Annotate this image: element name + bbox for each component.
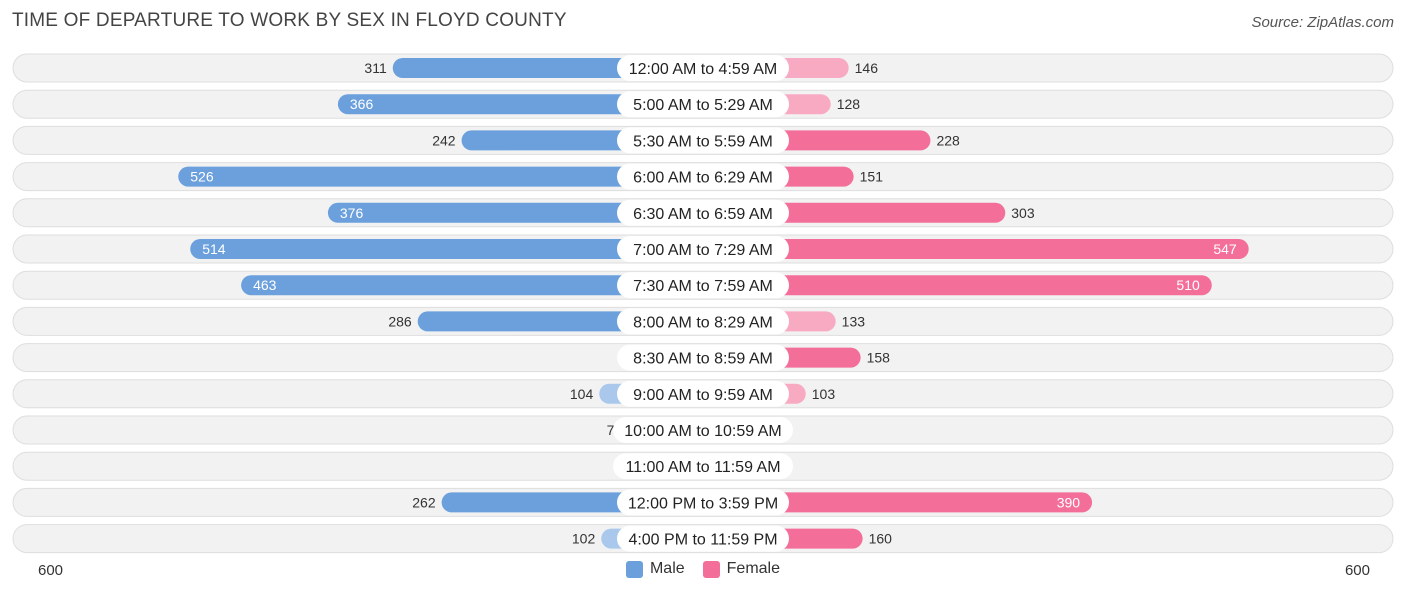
male-bar	[241, 275, 713, 296]
category-label-background	[613, 417, 793, 443]
category-label-background	[617, 308, 789, 335]
chart-title: TIME OF DEPARTURE TO WORK BY SEX IN FLOY…	[12, 10, 567, 31]
chart-row: 311 146 12:00 AM to 4:59 AM	[12, 53, 1394, 83]
legend-item-female[interactable]: Female	[702, 560, 781, 578]
source-label: Source: ZipAtlas.com	[1251, 14, 1394, 31]
category-label-background	[617, 380, 789, 407]
legend-label-female: Female	[726, 560, 781, 577]
female-value-label: 303	[1011, 205, 1035, 221]
category-label: 9:00 AM to 9:59 AM	[633, 387, 773, 404]
female-value-label: 228	[936, 132, 960, 148]
legend-label-male: Male	[649, 560, 685, 577]
category-label: 12:00 PM to 3:59 PM	[628, 495, 778, 512]
female-value-label: 133	[842, 313, 866, 329]
female-value-label: 146	[855, 60, 879, 76]
category-label: 4:00 PM to 11:59 PM	[628, 532, 777, 549]
category-label: 12:00 AM to 4:59 AM	[629, 61, 778, 78]
male-value-label: 526	[190, 169, 214, 185]
female-value-label: 128	[837, 96, 861, 112]
category-label-background	[617, 236, 789, 262]
male-value-label: 242	[432, 132, 456, 148]
male-value-label: 514	[202, 241, 226, 257]
category-label-background	[617, 525, 789, 552]
category-label-background	[617, 91, 789, 118]
category-label-background	[617, 55, 789, 81]
chart-row: 281588:30 AM to 8:59 AM	[12, 343, 1394, 373]
chart-row: 242 228 5:30 AM to 5:59 AM	[12, 125, 1394, 155]
category-label-background	[613, 453, 793, 480]
category-label: 11:00 AM to 11:59 AM	[625, 459, 780, 476]
male-value-label: 104	[570, 386, 594, 402]
male-value-label: 286	[388, 313, 412, 329]
female-value-label: 510	[1176, 277, 1200, 293]
category-label: 8:00 AM to 8:29 AM	[633, 314, 773, 331]
male-value-label: 311	[364, 60, 387, 76]
category-label: 5:30 AM to 5:59 AM	[633, 133, 773, 150]
male-bar	[190, 239, 714, 259]
category-label-background	[617, 344, 789, 371]
female-value-label: 151	[860, 169, 884, 185]
female-value-label: 160	[869, 531, 893, 547]
male-bar	[327, 202, 713, 223]
chart-row: 32711:00 AM to 11:59 AM	[12, 451, 1394, 481]
chart-row: 514 547 7:00 AM to 7:29 AM	[12, 234, 1394, 264]
female-bar	[693, 239, 1249, 259]
category-label: 5:00 AM to 5:29 AM	[633, 97, 773, 114]
chart-row: 526 151 6:00 AM to 6:29 AM	[12, 162, 1394, 192]
female-bar	[693, 492, 1093, 513]
male-bar	[178, 166, 714, 187]
chart-row: 104 103 9:00 AM to 9:59 AM	[12, 379, 1394, 409]
male-value-label: 463	[253, 277, 277, 293]
male-value-label: 376	[340, 205, 364, 221]
chart-row: 286 133 8:00 AM to 8:29 AM	[12, 306, 1394, 336]
chart-row: 463 510 7:30 AM to 7:59 AM	[12, 270, 1394, 300]
category-label: 8:30 AM to 8:59 AM	[633, 351, 773, 368]
legend: Male Female	[0, 560, 1406, 578]
chart-row: 366 128 5:00 AM to 5:29 AM	[12, 89, 1394, 119]
chart-area: 311 146 12:00 AM to 4:59 AM 366 128 5:00 AM t…	[12, 53, 1394, 554]
chart-row: 102 160 4:00 PM to 11:59 PM	[12, 524, 1394, 554]
axis-left-max-label: 600	[38, 562, 64, 579]
male-value-label: 262	[412, 494, 436, 510]
chart-row: 755510:00 AM to 10:59 AM	[12, 415, 1394, 445]
female-value-label: 158	[867, 350, 891, 366]
category-label-background	[617, 272, 789, 299]
chart-row: 376 303 6:30 AM to 6:59 AM	[12, 198, 1394, 228]
category-label: 6:00 AM to 6:29 AM	[633, 170, 773, 187]
category-label-background	[617, 489, 789, 516]
female-value-label: 547	[1213, 241, 1237, 257]
female-value-label: 390	[1057, 494, 1081, 510]
male-value-label: 366	[350, 96, 374, 112]
category-label-background	[617, 127, 789, 154]
female-value-label: 103	[812, 386, 836, 402]
category-label: 7:30 AM to 7:59 AM	[633, 278, 773, 295]
legend-item-male[interactable]: Male	[625, 560, 685, 578]
male-value-label: 102	[572, 531, 596, 547]
category-label-background	[617, 199, 789, 226]
category-label: 7:00 AM to 7:29 AM	[633, 242, 773, 259]
axis-right-max-label: 600	[1344, 562, 1370, 579]
category-label-background	[617, 163, 789, 190]
legend-swatch-female	[702, 560, 720, 578]
female-bar	[693, 275, 1212, 296]
chart-row: 262 390 12:00 PM to 3:59 PM	[12, 487, 1394, 517]
legend-swatch-male	[625, 560, 643, 578]
category-label: 10:00 AM to 10:59 AM	[624, 423, 781, 440]
category-label: 6:30 AM to 6:59 AM	[633, 206, 773, 223]
